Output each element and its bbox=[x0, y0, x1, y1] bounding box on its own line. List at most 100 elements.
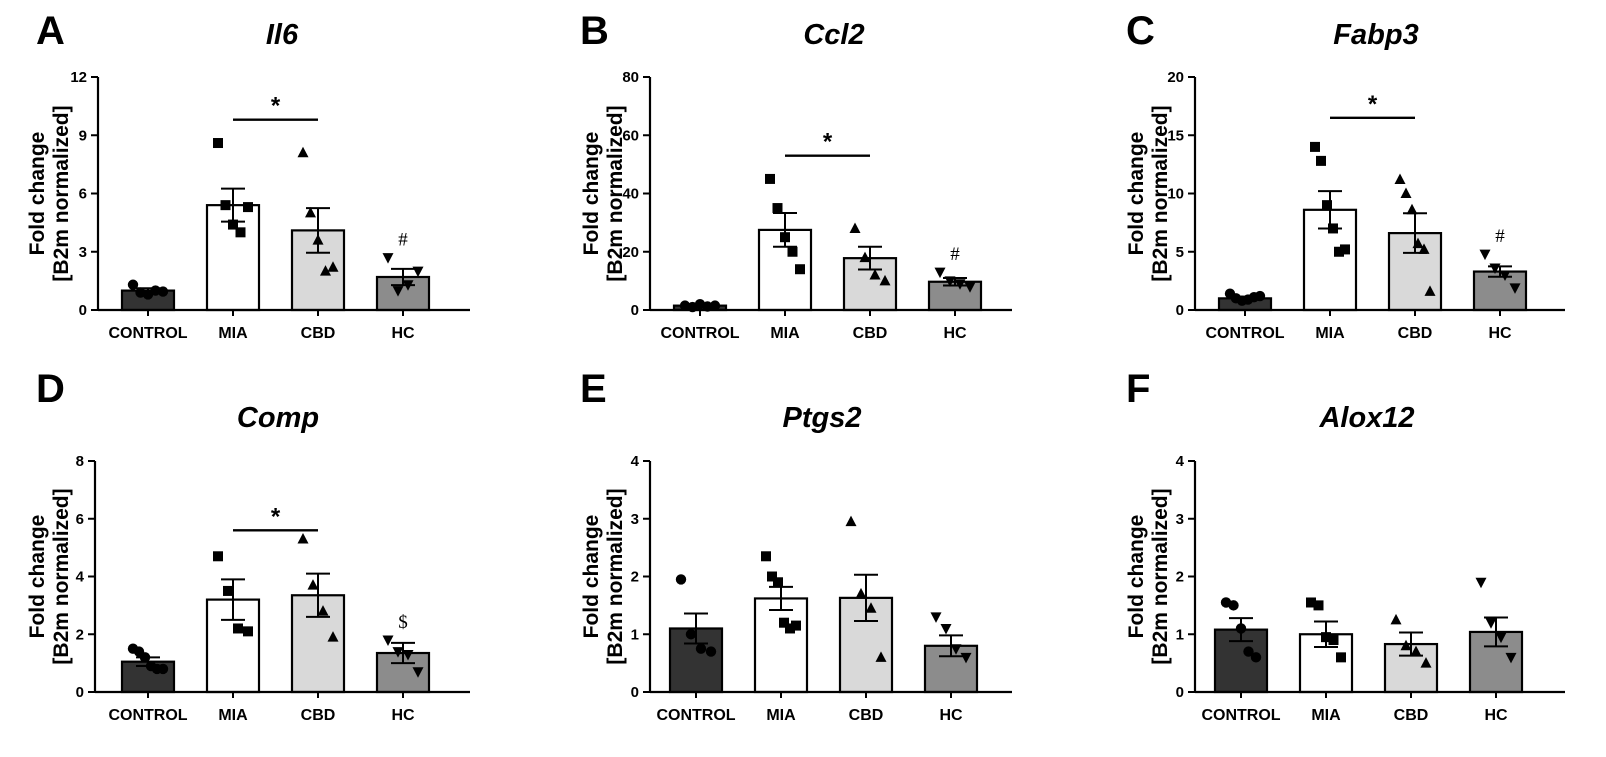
data-point bbox=[297, 532, 309, 544]
y-tick-label: 0 bbox=[631, 302, 639, 319]
panel-letter: C bbox=[1126, 9, 1155, 53]
y-tick-label: 0 bbox=[1176, 684, 1184, 701]
data-point bbox=[675, 574, 687, 585]
data-point bbox=[243, 202, 253, 213]
data-point bbox=[317, 605, 329, 616]
x-tick-label: CBD bbox=[853, 325, 888, 342]
y-tick-label: 4 bbox=[76, 569, 85, 586]
data-point bbox=[1316, 155, 1326, 166]
data-point bbox=[312, 234, 324, 245]
y-tick-label: 0 bbox=[79, 302, 87, 319]
chart-title: Fabp3 bbox=[1333, 19, 1418, 51]
panel-c: C Fabp3 Fold change [B2m normalized] CONTROL… bbox=[1125, 9, 1565, 342]
y-axis-label-line2: [B2m normalized] bbox=[604, 488, 627, 664]
panel-a: A Il6 Fold change [B2m normalized] CONTROL MI… bbox=[26, 9, 470, 342]
data-point bbox=[213, 138, 223, 149]
annotation-mark: # bbox=[1495, 226, 1505, 247]
y-tick-label: 3 bbox=[79, 244, 87, 261]
y-tick-label: 15 bbox=[1167, 127, 1184, 144]
data-point bbox=[960, 652, 972, 664]
panel-letter: F bbox=[1126, 367, 1150, 411]
data-point bbox=[382, 635, 394, 647]
data-point bbox=[709, 300, 721, 311]
data-point bbox=[934, 267, 946, 279]
data-point bbox=[773, 577, 783, 588]
data-point bbox=[1485, 618, 1497, 629]
data-point bbox=[392, 647, 404, 658]
data-point bbox=[779, 617, 789, 628]
chart-title: Il6 bbox=[266, 19, 299, 51]
y-tick-label: 8 bbox=[76, 453, 84, 470]
data-point bbox=[944, 276, 956, 287]
data-point bbox=[1340, 244, 1350, 255]
data-point bbox=[228, 219, 238, 230]
data-point bbox=[327, 261, 339, 272]
y-tick-label: 60 bbox=[622, 127, 639, 144]
data-point bbox=[879, 274, 891, 286]
y-tick-label: 5 bbox=[1176, 244, 1184, 261]
y-axis-label: Fold change [B2m normalized] bbox=[580, 488, 627, 664]
y-tick-label: 20 bbox=[622, 244, 639, 261]
data-point bbox=[765, 173, 775, 184]
data-point bbox=[761, 551, 771, 562]
x-tick-label: CBD bbox=[1394, 707, 1429, 724]
y-tick-label: 80 bbox=[622, 69, 639, 86]
y-axis-label: Fold change [B2m normalized] bbox=[580, 105, 627, 281]
y-axis-label: Fold change [B2m normalized] bbox=[1125, 105, 1172, 281]
y-axis-label-line1: Fold change bbox=[1125, 515, 1148, 639]
data-point bbox=[1400, 639, 1412, 651]
y-axis-label: Fold change [B2m normalized] bbox=[26, 488, 73, 664]
x-tick-label: HC bbox=[1488, 325, 1512, 342]
significance-star: * bbox=[823, 129, 833, 156]
y-tick-label: 6 bbox=[79, 186, 87, 203]
data-point bbox=[1321, 632, 1331, 643]
data-point bbox=[930, 612, 942, 623]
y-tick-label: 0 bbox=[76, 684, 84, 701]
data-point bbox=[845, 515, 857, 527]
data-point bbox=[1322, 200, 1332, 211]
data-point bbox=[772, 203, 783, 214]
y-tick-label: 40 bbox=[622, 186, 639, 203]
x-tick-label: MIA bbox=[1315, 325, 1345, 342]
data-point bbox=[402, 649, 414, 661]
y-axis-label-line1: Fold change bbox=[580, 132, 603, 256]
data-point bbox=[1475, 577, 1487, 589]
x-tick-label: MIA bbox=[218, 325, 248, 342]
x-tick-label: HC bbox=[1484, 707, 1508, 724]
x-tick-label: HC bbox=[939, 707, 963, 724]
y-tick-label: 3 bbox=[631, 511, 639, 528]
data-point bbox=[950, 644, 962, 655]
x-tick-label: CONTROL bbox=[656, 707, 735, 724]
chart-title: Comp bbox=[237, 402, 319, 434]
x-tick-label: MIA bbox=[770, 325, 800, 342]
x-tick-label: CONTROL bbox=[1201, 707, 1280, 724]
data-point bbox=[940, 623, 952, 635]
data-point bbox=[1479, 249, 1491, 261]
y-axis-label-line2: [B2m normalized] bbox=[50, 488, 73, 664]
data-point bbox=[855, 587, 867, 599]
data-point bbox=[1228, 600, 1239, 611]
chart-title: Alox12 bbox=[1318, 402, 1414, 434]
y-tick-label: 4 bbox=[1176, 453, 1185, 470]
x-tick-label: MIA bbox=[766, 707, 796, 724]
y-tick-label: 0 bbox=[1176, 302, 1184, 319]
data-point bbox=[1489, 263, 1501, 275]
y-tick-label: 10 bbox=[1167, 186, 1184, 203]
data-point bbox=[157, 663, 169, 675]
data-point bbox=[392, 286, 404, 297]
data-point bbox=[223, 585, 233, 596]
x-tick-label: MIA bbox=[218, 707, 248, 724]
data-point bbox=[1420, 657, 1432, 668]
panel-e: E Ptgs2 Fold change [B2m normalized] CONTROL… bbox=[580, 367, 1012, 724]
data-point bbox=[1313, 600, 1324, 611]
x-tick-label: CONTROL bbox=[108, 707, 187, 724]
annotation-mark: $ bbox=[398, 612, 408, 633]
data-point bbox=[1410, 645, 1422, 657]
data-point bbox=[327, 631, 339, 642]
data-point bbox=[785, 623, 795, 634]
annotation-mark: # bbox=[950, 244, 960, 265]
x-tick-label: CBD bbox=[1398, 325, 1433, 342]
data-point bbox=[869, 269, 881, 280]
y-axis-label-line2: [B2m normalized] bbox=[604, 105, 627, 281]
